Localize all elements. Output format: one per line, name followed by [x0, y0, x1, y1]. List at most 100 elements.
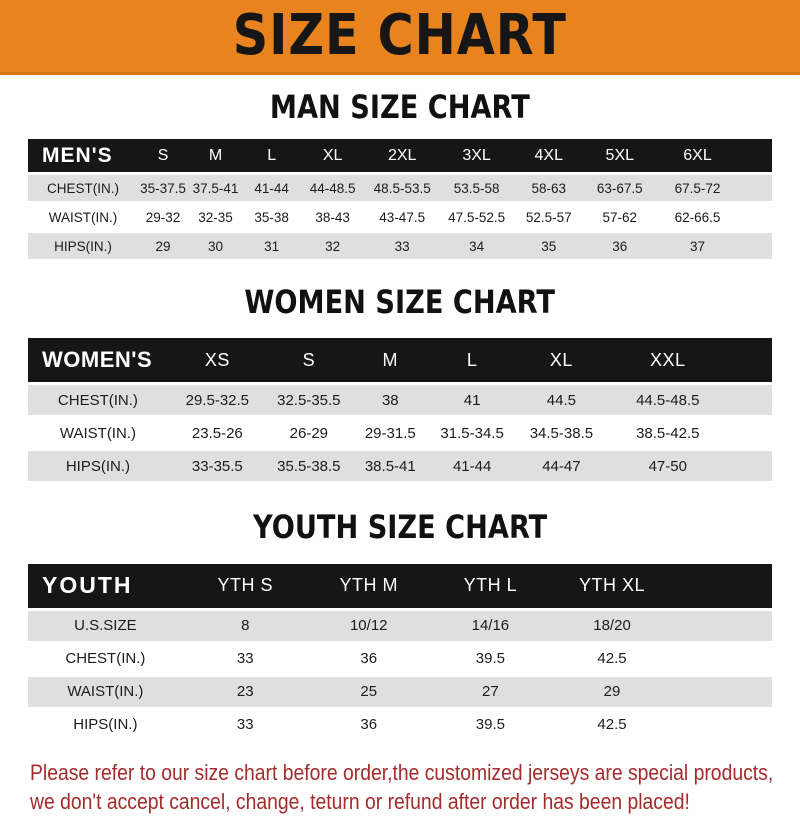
size-value-cell: 35.5-38.5: [266, 451, 351, 482]
size-column-header: XXL: [608, 338, 728, 383]
size-table-title: WOMEN'S: [28, 338, 168, 383]
youth-size-table: YOUTH YTH S YTH M YTH L YTH XL U.S.SIZE 8 10/1…: [28, 561, 772, 743]
size-table-row: CHEST(IN.) 33 36 39.5 42.5: [28, 643, 772, 674]
size-value-cell: 62-66.5: [655, 204, 740, 231]
measurement-label: U.S.SIZE: [28, 610, 183, 641]
size-value-cell-empty: [727, 385, 772, 416]
men-size-chart-section: MAN SIZE CHART MEN'S S M L XL 2XL 3XL 4XL 5XL 6XL…: [0, 88, 800, 262]
size-value-cell: 32.5-35.5: [266, 385, 351, 416]
size-column-header: S: [138, 139, 188, 173]
youth-section-heading: YOUTH SIZE CHART: [252, 508, 548, 547]
size-column-header: 5XL: [583, 139, 656, 173]
size-table-row: HIPS(IN.) 33 36 39.5 42.5: [28, 709, 772, 740]
size-table-row: HIPS(IN.) 29 30 31 32 33 34 35 36 37: [28, 233, 772, 260]
size-value-cell: 29-32: [138, 204, 188, 231]
size-column-header-empty: [727, 338, 772, 383]
size-value-cell: 43-47.5: [365, 204, 440, 231]
size-value-cell: 41-44: [243, 175, 301, 202]
size-table-row: CHEST(IN.) 29.5-32.5 32.5-35.5 38 41 44.5 44.5…: [28, 385, 772, 416]
size-value-cell: 34: [439, 233, 514, 260]
size-value-cell: 41-44: [429, 451, 515, 482]
size-column-header: 6XL: [655, 139, 740, 173]
size-column-header: M: [187, 139, 243, 173]
size-value-cell: 44-48.5: [300, 175, 365, 202]
size-column-header: 3XL: [439, 139, 514, 173]
women-size-table: WOMEN'S XS S M L XL XXL CHEST(IN.) 29.5-32.5 32.…: [28, 335, 772, 484]
size-column-header: L: [429, 338, 515, 383]
women-size-chart-section: WOMEN SIZE CHART WOMEN'S XS S M L XL XXL CHEST…: [0, 283, 800, 484]
size-value-cell: 44-47: [514, 451, 609, 482]
size-column-header-empty: [673, 563, 772, 608]
measurement-label: WAIST(IN.): [28, 676, 183, 707]
size-value-cell-empty: [727, 418, 772, 449]
size-value-cell: 47-50: [608, 451, 728, 482]
size-column-header: XL: [300, 139, 365, 173]
youth-size-chart-section: YOUTH SIZE CHART YOUTH YTH S YTH M YTH L YTH…: [0, 510, 800, 742]
size-value-cell: 31.5-34.5: [429, 418, 515, 449]
size-value-cell: 29.5-32.5: [167, 385, 267, 416]
size-value-cell: 57-62: [583, 204, 656, 231]
size-value-cell: 29: [138, 233, 188, 260]
footer-disclaimer-line1: Please refer to our size chart before or…: [30, 759, 774, 785]
size-value-cell: 35-38: [243, 204, 301, 231]
size-value-cell: 14/16: [429, 610, 552, 641]
size-table-row: WAIST(IN.) 23.5-26 26-29 29-31.5 31.5-34.5 34…: [28, 418, 772, 449]
size-value-cell: 33-35.5: [167, 451, 267, 482]
size-value-cell: 34.5-38.5: [514, 418, 609, 449]
measurement-label: HIPS(IN.): [28, 451, 168, 482]
size-column-header: L: [243, 139, 301, 173]
size-table-row: HIPS(IN.) 33-35.5 35.5-38.5 38.5-41 41-44 44-…: [28, 451, 772, 482]
size-value-cell: 38.5-42.5: [608, 418, 728, 449]
size-table-row: WAIST(IN.) 23 25 27 29: [28, 676, 772, 707]
size-value-cell: 29-31.5: [350, 418, 430, 449]
measurement-label: CHEST(IN.): [28, 385, 168, 416]
size-value-cell-empty: [727, 451, 772, 482]
size-value-cell: 8: [182, 610, 308, 641]
size-column-header: XS: [167, 338, 267, 383]
size-value-cell: 30: [187, 233, 243, 260]
size-value-cell: 47.5-52.5: [439, 204, 514, 231]
size-value-cell: 10/12: [307, 610, 430, 641]
size-table-title: YOUTH: [28, 563, 183, 608]
size-value-cell-empty: [673, 709, 772, 740]
size-column-header: YTH L: [429, 563, 552, 608]
banner-title: SIZE CHART: [232, 3, 568, 68]
size-column-header: YTH M: [307, 563, 430, 608]
size-value-cell: 38.5-41: [350, 451, 430, 482]
size-value-cell: 67.5-72: [655, 175, 740, 202]
size-value-cell: 36: [307, 709, 430, 740]
size-value-cell: 32-35: [187, 204, 243, 231]
size-value-cell: 41: [429, 385, 515, 416]
size-value-cell: 44.5-48.5: [608, 385, 728, 416]
women-section-heading: WOMEN SIZE CHART: [244, 283, 556, 322]
size-value-cell-empty: [739, 175, 772, 202]
size-value-cell-empty: [739, 233, 772, 260]
measurement-label: WAIST(IN.): [28, 418, 168, 449]
size-value-cell: 53.5-58: [439, 175, 514, 202]
measurement-label: CHEST(IN.): [28, 643, 183, 674]
footer-disclaimer-line2: we don't accept cancel, change, teturn o…: [30, 789, 690, 815]
size-value-cell: 33: [182, 709, 308, 740]
size-value-cell: 37: [655, 233, 740, 260]
size-value-cell: 42.5: [551, 709, 674, 740]
size-value-cell: 38: [350, 385, 430, 416]
size-value-cell: 27: [429, 676, 552, 707]
size-value-cell: 37.5-41: [187, 175, 243, 202]
size-table-header-row: MEN'S S M L XL 2XL 3XL 4XL 5XL 6XL: [28, 139, 772, 173]
footer-disclaimer: Please refer to our size chart before or…: [0, 758, 800, 817]
size-value-cell: 23.5-26: [167, 418, 267, 449]
size-value-cell: 39.5: [429, 643, 552, 674]
size-value-cell: 32: [300, 233, 365, 260]
size-value-cell: 29: [551, 676, 674, 707]
men-section-heading: MAN SIZE CHART: [270, 88, 530, 126]
men-size-table: MEN'S S M L XL 2XL 3XL 4XL 5XL 6XL CHEST(IN.) 35-3…: [28, 136, 772, 262]
size-column-header-empty: [739, 139, 772, 173]
size-value-cell: 48.5-53.5: [365, 175, 440, 202]
size-column-header: 2XL: [365, 139, 440, 173]
size-chart-banner: SIZE CHART: [0, 0, 800, 75]
size-value-cell: 26-29: [266, 418, 351, 449]
size-value-cell: 25: [307, 676, 430, 707]
size-value-cell: 36: [583, 233, 656, 260]
size-value-cell-empty: [673, 610, 772, 641]
size-value-cell-empty: [673, 643, 772, 674]
